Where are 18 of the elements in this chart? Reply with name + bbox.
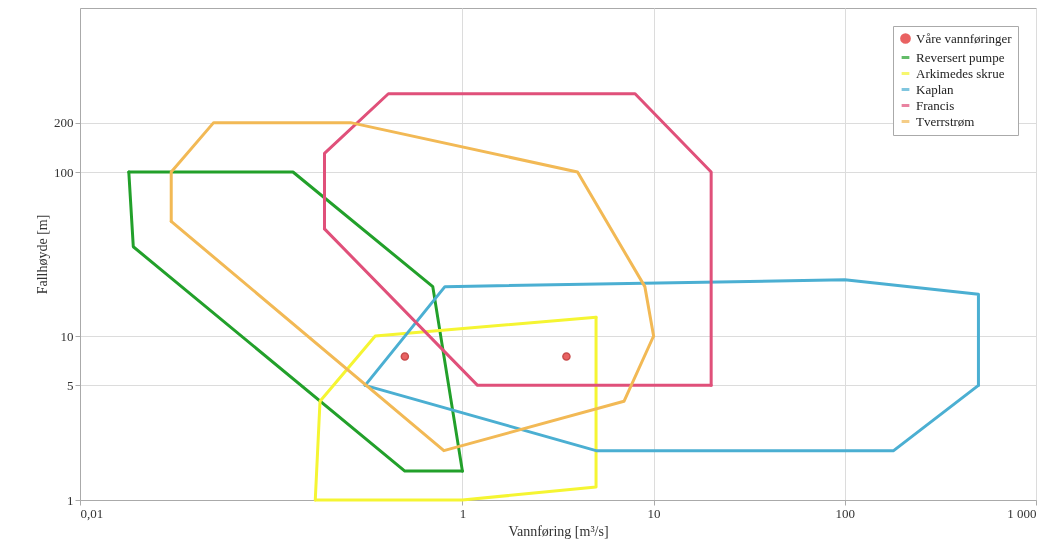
legend-label: Våre vannføringer [916,30,1013,46]
y-tick-label: 1 [67,492,74,508]
y-tick-label: 100 [54,164,74,180]
legend-label: Tverrstrøm [916,113,975,129]
y-tick-label: 200 [54,115,74,131]
x-tick-label: 0,01 [80,505,104,521]
x-axis-title: Vannføring [m³/s] [508,523,609,539]
legend-label: Arkimedes skrue [916,65,1005,81]
x-tick-label: 1 [459,505,467,521]
x-tick-label: 10 [647,505,661,521]
x-tick-label: 100 [835,505,856,521]
y-tick-label: 5 [67,377,74,393]
legend-label: Reversert pumpe [916,49,1005,65]
y-axis-title: Fallhøyde [m] [35,214,50,295]
legend-label: Francis [916,97,955,113]
x-tick-label: 1 000 [1007,505,1037,521]
y-tick-label: 10 [60,328,74,344]
legend-label: Kaplan [916,81,955,97]
